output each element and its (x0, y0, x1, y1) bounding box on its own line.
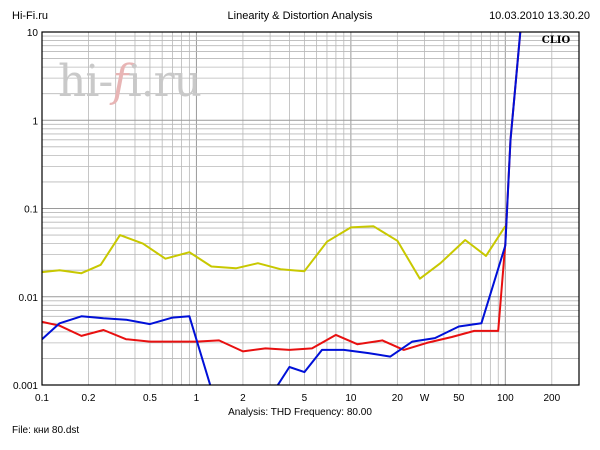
y-tick-label: 0.001 (13, 381, 38, 392)
x-tick-label: 0.2 (82, 393, 96, 404)
x-tick-label: 0.5 (143, 393, 157, 404)
x-tick-label: 100 (497, 393, 514, 404)
x-tick-label: W (420, 393, 430, 404)
watermark: hi-fi.ru (58, 56, 202, 107)
tick-labels: 0.1 0.2 0.5 1 2 5 10 20 W 50 100 200 10 1 0.1 0.01 0.001 (13, 28, 561, 404)
x-tick-label: 2 (240, 393, 246, 404)
chart-title: Linearity & Distortion Analysis (227, 10, 373, 22)
app-name: Hi-Fi.ru (12, 10, 49, 22)
analysis-info: Analysis: THD Frequency: 80.00 (228, 407, 372, 418)
series-line-3 (42, 315, 212, 385)
x-tick-label: 50 (453, 393, 465, 404)
x-tick-label: 20 (392, 393, 404, 404)
series-group (42, 32, 522, 385)
file-name: File: кни 80.dst (12, 425, 80, 436)
y-tick-label: 10 (27, 28, 39, 39)
x-tick-label: 10 (345, 393, 357, 404)
y-tick-label: 0.01 (19, 293, 39, 304)
series-line-1 (42, 225, 507, 280)
watermark-f: f (112, 56, 128, 107)
series-line-3-b (276, 32, 522, 385)
y-tick-label: 0.1 (24, 205, 38, 216)
watermark-pre: hi- (58, 56, 113, 107)
clio-label: CLIO (542, 35, 571, 46)
x-tick-label: 5 (302, 393, 308, 404)
plot-frame (41, 31, 580, 386)
x-tick-label: 1 (194, 393, 200, 404)
x-tick-label: 200 (543, 393, 560, 404)
timestamp: 10.03.2010 13.30.20 (489, 10, 590, 22)
watermark-post: i.ru (127, 56, 202, 107)
x-tick-label: 0.1 (35, 393, 49, 404)
y-tick-label: 1 (32, 116, 38, 127)
series-line-2 (42, 32, 522, 353)
